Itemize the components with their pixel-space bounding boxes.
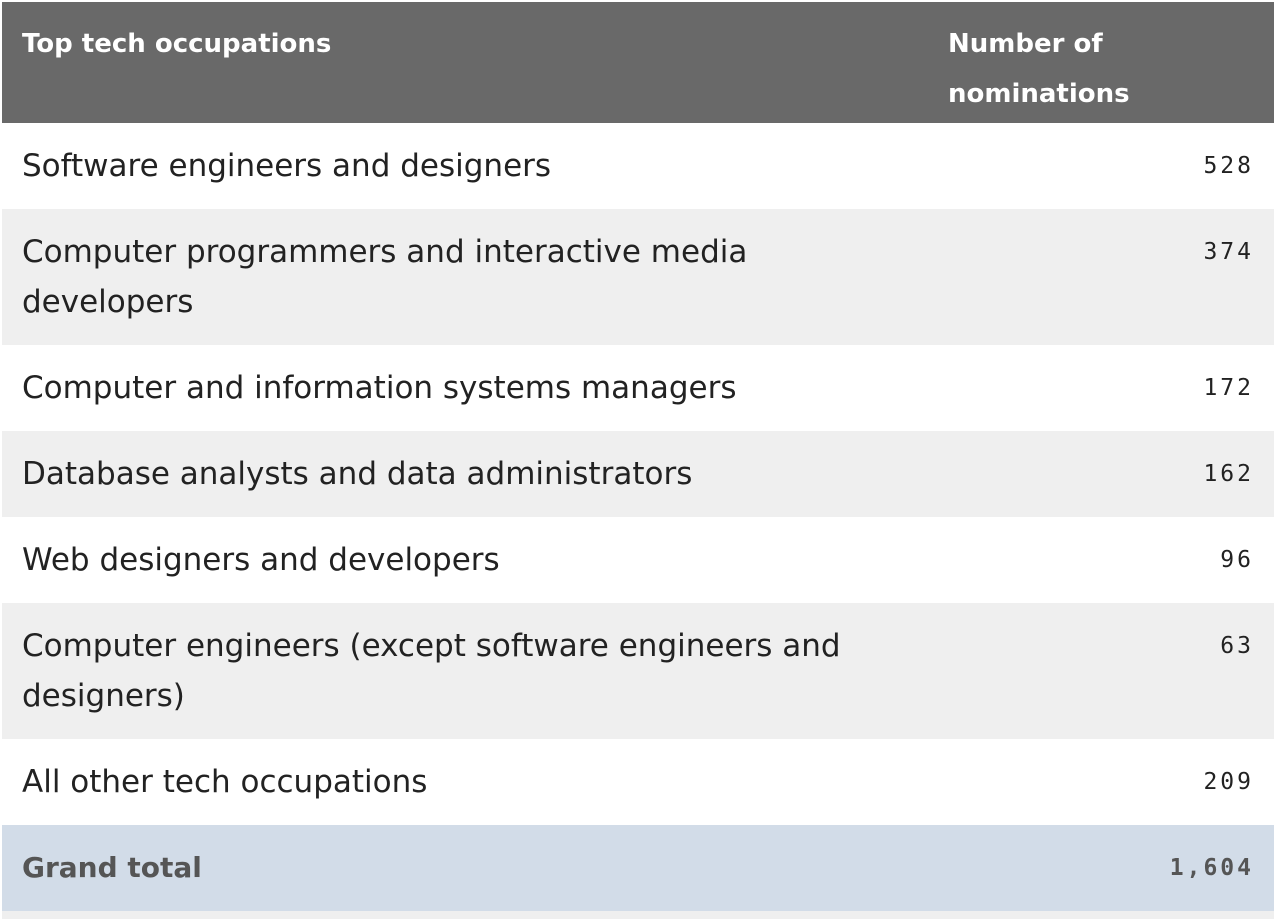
- table-header-row: Top tech occupations Number of nominatio…: [2, 2, 1274, 123]
- occupation-cell: Computer engineers (except software engi…: [22, 628, 841, 714]
- header-occupation: Top tech occupations: [22, 29, 332, 59]
- nominations-cell: 162: [1203, 461, 1254, 487]
- occupation-cell: Web designers and developers: [22, 542, 500, 578]
- occupation-cell: Software engineers and designers: [22, 148, 552, 184]
- nominations-cell: 172: [1203, 375, 1254, 401]
- table-row: Web designers and developers 96: [2, 517, 1274, 603]
- table-row: Computer programmers and interactive med…: [2, 209, 1274, 345]
- grand-total-value: 1,604: [1169, 855, 1254, 881]
- table-row: Database analysts and data administrator…: [2, 431, 1274, 517]
- table-row: Computer and information systems manager…: [2, 345, 1274, 431]
- occupation-cell: Computer programmers and interactive med…: [22, 234, 748, 320]
- nominations-cell: 96: [1220, 547, 1254, 573]
- nominations-cell: 528: [1203, 153, 1254, 179]
- occupation-cell: Computer and information systems manager…: [22, 370, 737, 406]
- occupation-cell: Database analysts and data administrator…: [22, 456, 693, 492]
- grand-total-row: Grand total 1,604: [2, 825, 1274, 911]
- occupation-cell: All other tech occupations: [22, 764, 428, 800]
- header-nominations: Number of nominations: [948, 29, 1130, 109]
- table-bottom-strip: [2, 911, 1274, 919]
- table-row: Computer engineers (except software engi…: [2, 603, 1274, 739]
- nominations-cell: 374: [1203, 239, 1254, 265]
- table-row: Software engineers and designers 528: [2, 123, 1274, 209]
- table-row: All other tech occupations 209: [2, 739, 1274, 825]
- nominations-cell: 63: [1220, 633, 1254, 659]
- grand-total-label: Grand total: [22, 851, 202, 884]
- nominations-cell: 209: [1203, 769, 1254, 795]
